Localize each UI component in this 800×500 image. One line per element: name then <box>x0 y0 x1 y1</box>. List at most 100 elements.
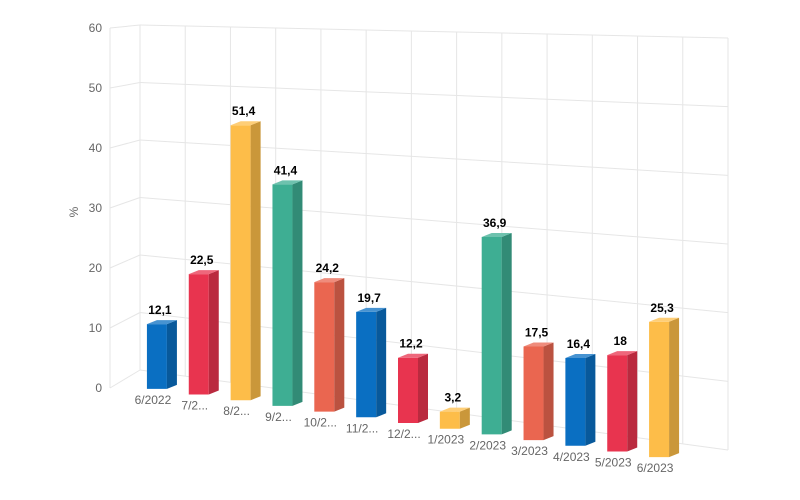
side-gridline <box>109 139 141 149</box>
bar-front <box>649 321 670 458</box>
data-label: 18 <box>614 334 628 348</box>
data-label: 22,5 <box>190 253 214 267</box>
side-gridline <box>109 24 141 29</box>
y-axis: % 0 10 20 30 40 50 60 <box>67 21 102 395</box>
data-label: 16,4 <box>567 337 591 351</box>
bar-top <box>565 354 596 359</box>
bar[interactable] <box>439 407 470 429</box>
bar-top <box>230 121 261 126</box>
bar-top <box>607 351 638 356</box>
bar-top <box>146 320 177 325</box>
x-tick-label: 7/2... <box>181 399 208 413</box>
x-tick-label: 5/2023 <box>595 455 632 469</box>
x-tick-label: 4/2023 <box>553 450 590 464</box>
x-tick-label: 10/2... <box>304 416 337 430</box>
back-gridline <box>139 254 729 314</box>
y-tick-label: 40 <box>89 141 103 155</box>
bar-front <box>314 282 335 412</box>
bar-front <box>398 357 418 423</box>
data-label: 25,3 <box>650 301 674 315</box>
bar[interactable] <box>272 180 303 406</box>
data-label: 3,2 <box>445 391 462 405</box>
data-label: 36,9 <box>483 216 507 230</box>
bar-top <box>398 353 428 358</box>
bar-front <box>481 236 502 435</box>
bar[interactable] <box>356 307 387 418</box>
data-label: 19,7 <box>357 291 381 305</box>
y-tick-label: 20 <box>89 261 103 275</box>
back-gridline <box>139 82 729 108</box>
y-tick-label: 60 <box>89 21 103 35</box>
bar-front <box>188 274 209 395</box>
side-gridline <box>109 197 141 209</box>
back-gridline <box>139 197 729 245</box>
bar-top <box>481 232 512 237</box>
bar-side <box>208 270 219 395</box>
side-gridline <box>109 82 141 89</box>
back-gridline <box>139 24 729 39</box>
bar-top <box>439 407 470 412</box>
bar-top <box>649 317 680 322</box>
bar-side <box>166 320 177 389</box>
bar-front <box>230 125 251 401</box>
bar-front <box>272 184 293 406</box>
bar[interactable] <box>230 121 261 401</box>
bar-top <box>314 278 345 283</box>
bar-front <box>439 411 460 429</box>
bar-top <box>272 180 303 185</box>
bar[interactable] <box>188 270 219 395</box>
data-label: 24,2 <box>316 261 340 275</box>
bar[interactable] <box>398 353 428 423</box>
data-label: 51,4 <box>232 104 256 118</box>
x-tick-label: 11/2... <box>346 421 378 435</box>
side-gridline <box>109 254 141 269</box>
bar-front <box>607 355 628 452</box>
back-gridline <box>139 139 729 176</box>
bar[interactable] <box>565 354 596 446</box>
side-gridline <box>109 369 141 389</box>
bar[interactable] <box>146 320 177 389</box>
bar-side <box>376 307 387 418</box>
bar-top <box>188 270 219 275</box>
x-tick-label: 2/2023 <box>469 438 506 452</box>
bar-side <box>334 278 345 412</box>
bar[interactable] <box>649 317 680 458</box>
bar[interactable] <box>607 351 638 452</box>
data-label: 12,1 <box>148 303 172 317</box>
x-tick-label: 3/2023 <box>511 444 548 458</box>
bar-front <box>565 358 586 446</box>
bar-side <box>292 180 303 406</box>
bar[interactable] <box>314 278 345 412</box>
data-label: 41,4 <box>274 163 298 177</box>
x-tick-label: 12/2... <box>387 427 420 441</box>
x-axis: 6/2022 7/2... 8/2... 9/2... 10/2... 11/2... 12… <box>135 393 674 475</box>
bars <box>146 121 680 458</box>
bar[interactable] <box>523 342 554 441</box>
data-label: 17,5 <box>525 325 549 339</box>
x-tick-label: 6/2022 <box>135 393 172 407</box>
bar-side <box>585 354 596 446</box>
back-gridline <box>139 312 729 382</box>
x-tick-label: 9/2... <box>265 410 292 424</box>
x-tick-label: 1/2023 <box>427 433 464 447</box>
bar-top <box>356 307 387 312</box>
bar-top <box>523 342 554 347</box>
bar-side <box>250 121 261 401</box>
bar-side <box>669 317 680 458</box>
bar-front <box>356 311 377 418</box>
x-tick-label: 6/2023 <box>637 461 674 475</box>
data-label: 12,2 <box>399 337 423 351</box>
bar-side <box>543 342 554 441</box>
side-gridline <box>109 312 141 329</box>
bar-side <box>627 351 638 452</box>
data-labels: 12,1 22,5 51,4 41,4 24,2 19,7 12,2 3,2 36,9 17,5 1… <box>148 104 674 404</box>
bar-front <box>146 324 167 389</box>
y-tick-label: 30 <box>89 201 103 215</box>
bar-side <box>501 232 512 435</box>
bar-side <box>459 407 470 429</box>
bar[interactable] <box>481 232 512 435</box>
y-axis-title: % <box>67 206 81 217</box>
bar-side <box>418 353 428 423</box>
